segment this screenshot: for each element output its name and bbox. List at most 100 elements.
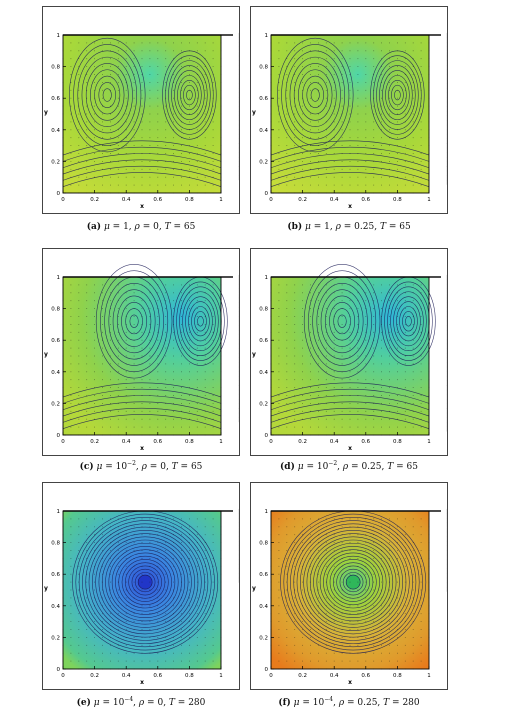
- x-axis-label: x: [140, 445, 144, 452]
- x-tick-label: 0.6: [153, 197, 162, 203]
- y-tick-label: 0.6: [259, 96, 268, 102]
- chart-svg: 00.20.40.60.8100.20.40.60.81xy8006004002…: [44, 33, 261, 210]
- y-tick-label: 1: [265, 509, 269, 515]
- y-tick-label: 1: [265, 275, 269, 281]
- x-tick-label: 1: [427, 439, 431, 445]
- caption-letter: (a): [86, 222, 102, 232]
- chart-svg: 00.20.40.60.8100.20.40.60.81xy10510.50.2…: [44, 264, 263, 452]
- chart-panel-b: 00.20.40.60.8100.20.40.60.81xy8006004002…: [250, 6, 469, 214]
- x-tick-label: 0: [61, 439, 65, 445]
- vector-field: [270, 510, 430, 670]
- y-tick-label: 0: [265, 191, 269, 197]
- y-tick-label: 0.4: [51, 370, 60, 376]
- x-tick-label: 0.2: [90, 673, 99, 679]
- chart-svg: 00.20.40.60.8100.20.40.60.81xy0.90.80.70…: [44, 509, 259, 686]
- x-tick-label: 0.4: [122, 197, 131, 203]
- vector-field: [62, 34, 222, 194]
- y-tick-label: 1: [57, 275, 61, 281]
- y-tick-label: 0.4: [51, 128, 60, 134]
- x-tick-label: 0.2: [90, 439, 99, 445]
- caption-mu: 10: [112, 698, 125, 708]
- caption-mu: 10: [115, 462, 128, 472]
- y-tick-label: 0: [57, 667, 61, 673]
- caption-letter: (d): [280, 462, 295, 472]
- caption-T: 65: [183, 222, 196, 232]
- y-tick-label: 0.4: [51, 604, 60, 610]
- y-tick-label: 0.8: [51, 541, 60, 547]
- x-tick-label: 0.8: [393, 673, 402, 679]
- y-tick-label: 0.8: [259, 541, 268, 547]
- streamlines: [270, 37, 430, 187]
- y-axis-label: y: [44, 109, 48, 116]
- y-tick-label: 0.2: [259, 401, 268, 407]
- y-tick-label: 0: [265, 433, 269, 439]
- x-tick-label: 0.8: [393, 197, 402, 203]
- x-tick-label: 0.4: [122, 673, 131, 679]
- caption-mu: 1: [123, 222, 129, 232]
- chart-svg: 00.20.40.60.8100.20.40.60.81xy100.10.070…: [252, 509, 470, 686]
- x-tick-label: 0.8: [185, 197, 194, 203]
- caption-T: 65: [190, 462, 203, 472]
- caption-letter: (c): [79, 462, 94, 472]
- vector-field: [62, 276, 222, 436]
- x-tick-label: 0.2: [298, 673, 307, 679]
- x-axis-label: x: [140, 203, 144, 210]
- x-tick-label: 1: [427, 197, 431, 203]
- y-tick-label: 1: [57, 509, 61, 515]
- streamlines: [62, 37, 222, 187]
- caption-T: 65: [399, 222, 411, 232]
- caption-mu: 10: [312, 698, 325, 708]
- y-tick-label: 0: [265, 667, 269, 673]
- panel-caption: (d) μ = 10−2, ρ = 0.25, T = 65: [280, 460, 418, 472]
- chart-panel-f: 00.20.40.60.8100.20.40.60.81xy100.10.070…: [250, 482, 470, 690]
- x-tick-label: 1: [219, 673, 223, 679]
- caption-T: 280: [188, 698, 206, 708]
- x-tick-label: 0.4: [330, 673, 339, 679]
- x-tick-label: 0.8: [185, 439, 194, 445]
- x-tick-label: 1: [427, 673, 431, 679]
- y-tick-label: 0.8: [259, 307, 268, 313]
- y-axis-label: y: [252, 585, 256, 592]
- x-tick-label: 0: [269, 197, 273, 203]
- chart-panel-d: 00.20.40.60.8100.20.40.60.81xy20105210.5…: [250, 248, 471, 456]
- x-tick-label: 0.6: [361, 673, 370, 679]
- x-tick-label: 0.6: [361, 197, 370, 203]
- x-tick-label: 0: [269, 673, 273, 679]
- vector-field: [270, 276, 430, 436]
- caption-letter: (e): [76, 698, 91, 708]
- caption-rho: 0: [160, 462, 166, 472]
- x-axis-label: x: [348, 203, 352, 210]
- caption-mu: 1: [324, 222, 330, 232]
- y-tick-label: 0.2: [51, 159, 60, 165]
- panel-caption: (e) μ = 10−4, ρ = 0, T = 280: [76, 696, 206, 708]
- y-tick-label: 0.2: [51, 401, 60, 407]
- y-tick-label: 0: [57, 433, 61, 439]
- x-tick-label: 0.4: [122, 439, 131, 445]
- panel-caption: (a) μ = 1, ρ = 0, T = 65: [86, 222, 196, 232]
- panel-caption: (c) μ = 10−2, ρ = 0, T = 65: [79, 460, 203, 472]
- caption-T: 65: [406, 462, 418, 472]
- x-axis-label: x: [140, 679, 144, 686]
- y-tick-label: 0.4: [259, 370, 268, 376]
- x-tick-label: 0.6: [153, 439, 162, 445]
- y-tick-label: 0.4: [259, 604, 268, 610]
- y-tick-label: 0.6: [51, 338, 60, 344]
- panel-caption: (b) μ = 1, ρ = 0.25, T = 65: [287, 222, 411, 232]
- y-tick-label: 0: [57, 191, 61, 197]
- x-axis-label: x: [348, 679, 352, 686]
- y-tick-label: 0.8: [259, 65, 268, 71]
- x-tick-label: 0.2: [298, 439, 307, 445]
- caption-T: 280: [402, 698, 420, 708]
- chart-panel-a: 00.20.40.60.8100.20.40.60.81xy8006004002…: [42, 6, 261, 214]
- caption-letter: (b): [287, 222, 303, 232]
- x-tick-label: 0.8: [393, 439, 402, 445]
- vector-field: [270, 34, 430, 194]
- x-tick-label: 0.4: [330, 439, 339, 445]
- caption-rho: 0: [153, 222, 159, 232]
- chart-svg: 00.20.40.60.8100.20.40.60.81xy20105210.5…: [252, 264, 471, 452]
- chart-panel-c: 00.20.40.60.8100.20.40.60.81xy10510.50.2…: [42, 248, 263, 456]
- caption-rho: 0: [157, 698, 164, 708]
- y-axis-label: y: [44, 585, 48, 592]
- caption-rho: 0.25: [361, 462, 382, 472]
- caption-rho: 0.25: [354, 222, 375, 232]
